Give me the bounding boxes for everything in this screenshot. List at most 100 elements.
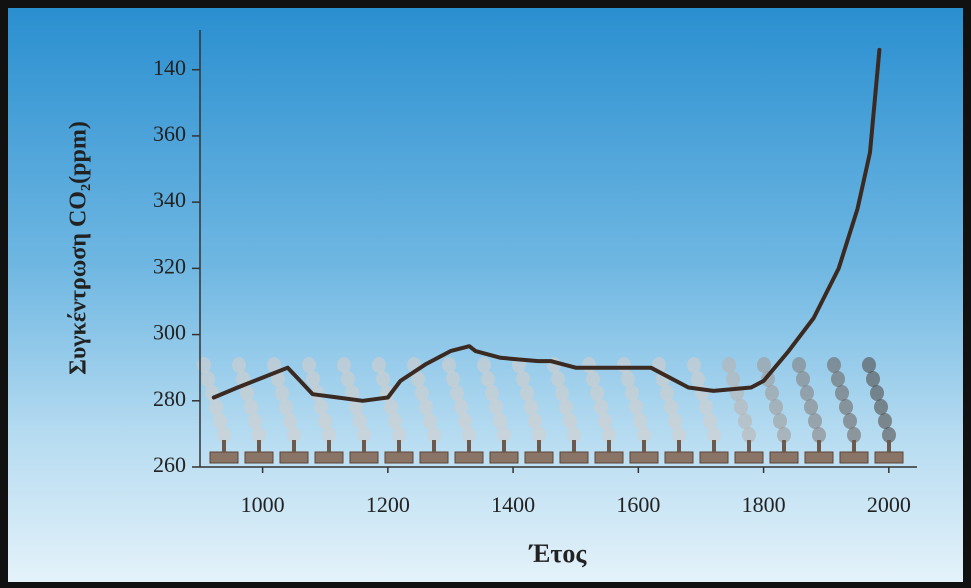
factory — [769, 451, 799, 464]
smoke — [796, 371, 810, 387]
smoke — [707, 427, 721, 443]
smoke — [384, 399, 398, 415]
factory — [279, 451, 309, 464]
smoke — [703, 413, 717, 429]
smoke — [419, 399, 433, 415]
x-tick-label: 1600 — [616, 492, 660, 517]
smoke — [769, 399, 783, 415]
factory — [874, 451, 904, 464]
smoke — [376, 371, 390, 387]
chimney — [782, 440, 786, 452]
smoke — [314, 399, 328, 415]
smoke — [353, 413, 367, 429]
chimney — [432, 440, 436, 452]
smoke — [839, 399, 853, 415]
smoke — [555, 385, 569, 401]
chimney — [502, 440, 506, 452]
smoke — [477, 357, 491, 373]
smoke — [831, 371, 845, 387]
smoke — [244, 399, 258, 415]
smoke — [442, 357, 456, 373]
chimney — [747, 440, 751, 452]
smoke — [563, 413, 577, 429]
smoke — [874, 399, 888, 415]
chimney — [887, 440, 891, 452]
chimney — [572, 440, 576, 452]
smoke — [415, 385, 429, 401]
smoke — [454, 399, 468, 415]
smoke — [388, 413, 402, 429]
x-tick-label: 1400 — [491, 492, 535, 517]
factory — [209, 451, 239, 464]
factory — [664, 451, 694, 464]
chimney — [607, 440, 611, 452]
y-tick-label: 280 — [153, 386, 186, 411]
chimney — [712, 440, 716, 452]
factory — [384, 451, 414, 464]
smoke — [516, 371, 530, 387]
smoke — [532, 427, 546, 443]
smoke — [267, 357, 281, 373]
smoke — [586, 371, 600, 387]
factory — [839, 451, 869, 464]
y-axis-label: Συγκέντρωση CO₂(ppm) — [66, 121, 92, 375]
y-tick-label: 140 — [153, 55, 186, 80]
smoke — [232, 357, 246, 373]
smoke — [835, 385, 849, 401]
factory — [349, 451, 379, 464]
chimney — [327, 440, 331, 452]
smoke — [598, 413, 612, 429]
smoke — [602, 427, 616, 443]
smoke — [283, 413, 297, 429]
chimney — [222, 440, 226, 452]
y-tick-label: 300 — [153, 320, 186, 345]
smoke — [411, 371, 425, 387]
smoke — [847, 427, 861, 443]
y-tick-label: 320 — [153, 253, 186, 278]
chimney — [537, 440, 541, 452]
smoke — [664, 399, 678, 415]
factory — [629, 451, 659, 464]
smoke — [450, 385, 464, 401]
factory — [419, 451, 449, 464]
smoke — [773, 413, 787, 429]
chimney — [257, 440, 261, 452]
smoke — [217, 427, 231, 443]
x-tick-label: 1200 — [366, 492, 410, 517]
smoke — [458, 413, 472, 429]
smoke — [812, 427, 826, 443]
smoke — [637, 427, 651, 443]
x-tick-label: 1000 — [241, 492, 285, 517]
smoke — [633, 413, 647, 429]
smoke — [213, 413, 227, 429]
background — [8, 8, 963, 582]
chimney — [642, 440, 646, 452]
smoke — [497, 427, 511, 443]
smoke — [306, 371, 320, 387]
smoke — [481, 371, 495, 387]
smoke — [392, 427, 406, 443]
chimney — [817, 440, 821, 452]
smoke — [660, 385, 674, 401]
factory — [489, 451, 519, 464]
smoke — [423, 413, 437, 429]
y-tick-label: 360 — [153, 121, 186, 146]
smoke — [520, 385, 534, 401]
smoke — [322, 427, 336, 443]
smoke — [209, 399, 223, 415]
factory — [559, 451, 589, 464]
smoke — [485, 385, 499, 401]
factory — [244, 451, 274, 464]
smoke — [827, 357, 841, 373]
smoke — [462, 427, 476, 443]
smoke — [279, 399, 293, 415]
smoke — [594, 399, 608, 415]
smoke — [551, 371, 565, 387]
smoke — [590, 385, 604, 401]
smoke — [617, 357, 631, 373]
smoke — [668, 413, 682, 429]
chimney — [677, 440, 681, 452]
smoke — [275, 385, 289, 401]
smoke — [672, 427, 686, 443]
